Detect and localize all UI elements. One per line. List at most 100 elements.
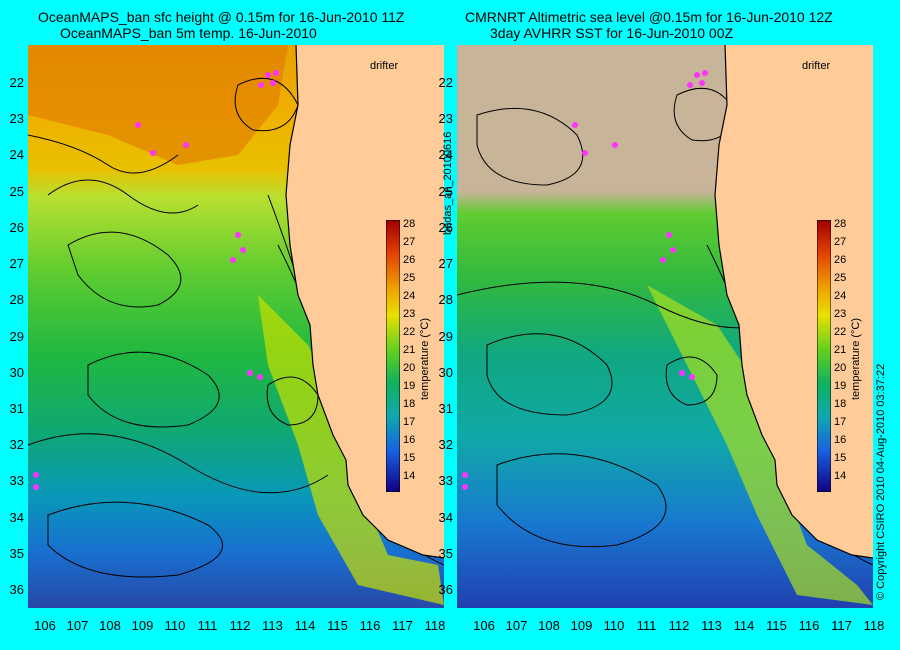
coastline — [285, 45, 444, 559]
shelf-warm-band — [647, 285, 873, 605]
colorbar-tick-label: 24 — [834, 290, 847, 302]
latitude-tick-label: 23 — [9, 111, 24, 127]
longitude-tick-label: 110 — [603, 618, 625, 633]
colorbar-tick-label: 18 — [403, 398, 416, 410]
colorbar-tick-label: 25 — [834, 272, 847, 284]
latitude-tick-label: 30 — [9, 364, 24, 380]
longitude-tick-label: 117 — [831, 618, 852, 633]
longitude-tick-label: 106 — [473, 618, 495, 633]
right-map-panel — [457, 45, 873, 608]
latitude-tick-label: 25 — [9, 183, 24, 199]
coastline — [714, 45, 873, 559]
left-map-title-2: OceanMAPS_ban 5m temp. 16-Jun-2010 — [60, 25, 317, 41]
colorbar-tick-label: 27 — [834, 236, 847, 248]
colorbar-tick-label: 26 — [834, 254, 847, 266]
latitude-tick-label: 31 — [438, 400, 453, 416]
longitude-tick-label: 108 — [99, 618, 121, 633]
land — [715, 45, 873, 558]
latitude-tick-label: 29 — [9, 328, 24, 344]
longitude-tick-label: 109 — [131, 618, 154, 633]
colorbar-tick-label: 16 — [403, 434, 416, 446]
colorbar-tick-label: 27 — [403, 236, 416, 248]
longitude-tick-label: 107 — [505, 618, 528, 633]
right-map-title-1: CMRNRT Altimetric sea level @0.15m for 1… — [465, 9, 833, 25]
longitude-tick-label: 117 — [392, 618, 413, 633]
latitude-tick-label: 24 — [9, 147, 24, 163]
latitude-tick-label: 28 — [438, 292, 453, 308]
warm-core — [28, 45, 288, 165]
longitude-tick-label: 110 — [164, 618, 186, 633]
left-map-title-1: OceanMAPS_ban sfc height @ 0.15m for 16-… — [38, 9, 405, 25]
longitude-tick-label: 118 — [863, 618, 885, 633]
latitude-tick-label: 33 — [9, 473, 24, 489]
longitude-tick-label: 112 — [229, 618, 251, 633]
latitude-tick-label: 33 — [438, 473, 453, 489]
latitude-tick-label: 26 — [9, 219, 24, 235]
left-map-panel — [28, 45, 444, 608]
colorbar-tick-label: 16 — [834, 434, 847, 446]
colorbar-tick-label: 15 — [403, 452, 416, 464]
latitude-tick-label: 28 — [9, 292, 24, 308]
latitude-tick-label: 26 — [438, 219, 453, 235]
colorbar-tick-label: 22 — [403, 326, 416, 338]
left-colorbar-label: temperature (°C) — [419, 317, 431, 400]
longitude-tick-label: 114 — [733, 618, 755, 633]
latitude-tick-label: 29 — [438, 328, 453, 344]
latitude-tick-label: 31 — [9, 400, 24, 416]
latitude-tick-label: 30 — [438, 364, 453, 380]
longitude-tick-label: 116 — [359, 618, 381, 633]
longitude-tick-label: 113 — [262, 618, 283, 633]
latitude-tick-label: 27 — [9, 256, 24, 272]
colorbar-tick-label: 19 — [834, 380, 847, 392]
colorbar-tick-label: 14 — [403, 470, 416, 482]
colorbar-tick-label: 23 — [403, 308, 416, 320]
right-colorbar-label: temperature (°C) — [850, 317, 862, 400]
latitude-tick-label: 22 — [438, 75, 453, 90]
longitude-tick-label: 114 — [294, 618, 316, 633]
left-drifter-label: drifter — [370, 60, 399, 72]
colorbar-tick-label: 17 — [403, 416, 416, 428]
right-map-title-2: 3day AVHRR SST for 16-Jun-2010 00Z — [490, 25, 734, 41]
latitude-tick-label: 22 — [9, 75, 24, 90]
longitude-tick-label: 115 — [327, 618, 348, 633]
colorbar-tick-label: 22 — [834, 326, 847, 338]
colorbar-tick-label: 15 — [834, 452, 847, 464]
land — [286, 45, 444, 558]
shelf-warm-band — [258, 295, 444, 605]
colorbar-tick-label: 14 — [834, 470, 847, 482]
latitude-tick-label: 36 — [9, 582, 24, 597]
colorbar-tick-label: 21 — [834, 344, 847, 356]
latitude-tick-label: 34 — [9, 509, 24, 525]
latitude-tick-label: 36 — [438, 582, 453, 597]
colorbar-tick-label: 23 — [834, 308, 847, 320]
latitude-tick-label: 25 — [438, 183, 453, 199]
colorbar-tick-label: 28 — [834, 218, 847, 230]
colorbar-tick-label: 21 — [403, 344, 416, 356]
longitude-tick-label: 108 — [538, 618, 560, 633]
latitude-tick-label: 34 — [438, 509, 453, 525]
longitude-tick-label: 112 — [668, 618, 690, 633]
longitude-tick-label: 118 — [424, 618, 446, 633]
colorbar-tick-label: 19 — [403, 380, 416, 392]
longitude-tick-label: 113 — [701, 618, 722, 633]
longitude-tick-label: 107 — [66, 618, 89, 633]
left-colorbar — [386, 220, 400, 492]
colorbar-tick-label: 20 — [403, 362, 416, 374]
colorbar-tick-label: 28 — [403, 218, 416, 230]
longitude-tick-label: 106 — [34, 618, 56, 633]
longitude-tick-label: 111 — [197, 618, 218, 633]
latitude-tick-label: 35 — [438, 545, 453, 561]
latitude-tick-label: 32 — [438, 437, 453, 453]
right-drifter-label: drifter — [802, 60, 831, 72]
colorbar-tick-label: 20 — [834, 362, 847, 374]
colorbar-tick-label: 17 — [834, 416, 847, 428]
copyright-text: © Copyright CSIRO 2010 04-Aug-2010 03:37… — [875, 363, 887, 600]
latitude-tick-label: 32 — [9, 437, 24, 453]
latitude-tick-label: 35 — [9, 545, 24, 561]
latitude-tick-label: 23 — [438, 111, 453, 127]
longitude-tick-label: 115 — [766, 618, 787, 633]
drifter-tracks — [462, 70, 708, 490]
longitude-tick-label: 111 — [636, 618, 657, 633]
right-colorbar — [817, 220, 831, 492]
longitude-tick-label: 116 — [798, 618, 820, 633]
